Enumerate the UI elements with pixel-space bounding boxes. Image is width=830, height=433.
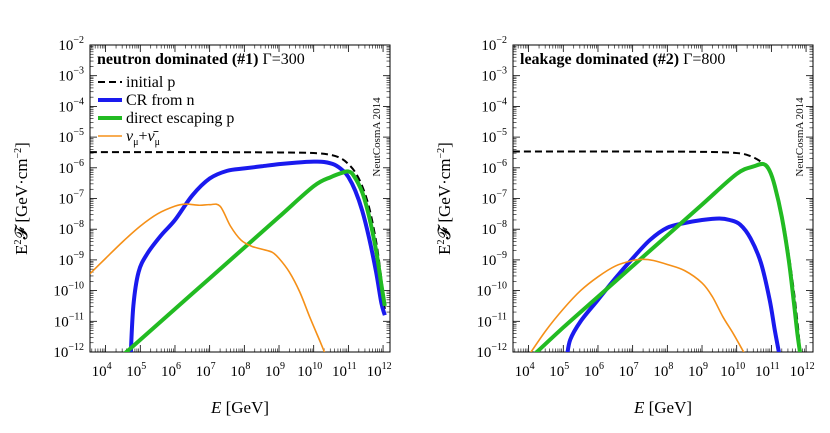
x-tick-label: 108 — [653, 361, 673, 380]
legend-label-nu-mu: νμ+ν̄μ — [126, 128, 160, 148]
panel-neutron-dominated: 104 105 106 107 108 109 1010 1011 1012 10−2 10−3 10… — [12, 35, 392, 417]
y-tick-label: 10−12 — [476, 342, 507, 361]
x-tick-label: 1012 — [790, 361, 815, 380]
x-tick-label: 109 — [688, 361, 708, 380]
x-tick-label: 1012 — [367, 361, 392, 380]
panel-leakage-dominated: 104 105 106 107 108 109 1010 1011 1012 10−2 10−3 10… — [435, 35, 815, 417]
y-tick-label: 10−4 — [481, 96, 507, 115]
series-group — [90, 151, 387, 352]
series-line-direct-escaping-p — [533, 161, 802, 352]
series-line-nu-mu — [530, 258, 745, 352]
y-tick-label: 10−2 — [481, 35, 507, 54]
x-tick-label: 105 — [126, 361, 146, 380]
watermark-text: NeutCosmA 2014 — [371, 97, 383, 177]
legend-label-initial-p: initial p — [126, 74, 175, 91]
x-axis-title: E [GeV] — [633, 398, 692, 417]
series-line-direct-escaping-p — [123, 169, 387, 352]
series-group — [513, 150, 802, 352]
y-tick-label: 10−9 — [481, 250, 507, 269]
x-tick-label: 1011 — [332, 361, 357, 380]
series-line-nu-mu — [90, 203, 326, 352]
x-tick-label: 106 — [161, 361, 181, 380]
x-tick-label: 1010 — [720, 361, 745, 380]
x-axis-title: E [GeV] — [210, 398, 269, 417]
series-line-cr-from-n — [128, 159, 387, 352]
y-axis-title: E2𝓕 [GeV·cm−2] — [435, 142, 454, 255]
y-tick-label: 10−3 — [58, 66, 84, 85]
x-tick-label: 106 — [584, 361, 604, 380]
series-line-initial-p — [90, 151, 386, 310]
y-tick-label: 10−10 — [53, 281, 84, 300]
plot-frame — [512, 44, 814, 353]
x-tick-label: 108 — [230, 361, 250, 380]
y-tick-label: 10−10 — [476, 281, 507, 300]
series-line-cr-from-n — [565, 216, 781, 352]
x-tick-label: 104 — [515, 361, 535, 380]
legend-label-direct-escaping-p: direct escaping p — [126, 110, 234, 127]
y-tick-label: 10−6 — [481, 158, 507, 177]
y-tick-label: 10−6 — [58, 158, 84, 177]
y-tick-label: 10−7 — [58, 189, 84, 208]
y-tick-label: 10−3 — [481, 66, 507, 85]
x-tick-label: 107 — [196, 361, 216, 380]
y-tick-label: 10−8 — [481, 219, 507, 238]
y-axis-title: E2𝓕 [GeV·cm−2] — [12, 142, 31, 255]
x-tick-label: 1011 — [755, 361, 780, 380]
x-tick-label: 104 — [92, 361, 112, 380]
y-tick-label: 10−9 — [58, 250, 84, 269]
legend-label-cr-from-n: CR from n — [126, 92, 194, 109]
y-tick-label: 10−12 — [53, 342, 84, 361]
y-tick-label: 10−2 — [58, 35, 84, 54]
y-tick-label: 10−11 — [477, 311, 507, 330]
y-tick-label: 10−4 — [58, 96, 84, 115]
y-tick-label: 10−5 — [481, 127, 507, 146]
y-tick-label: 10−5 — [58, 127, 84, 146]
y-tick-label: 10−11 — [54, 311, 84, 330]
panel-title: leakage dominated (#2) Γ=800 — [520, 51, 725, 68]
x-tick-label: 109 — [265, 361, 285, 380]
y-tick-label: 10−8 — [58, 219, 84, 238]
x-tick-label: 107 — [619, 361, 639, 380]
x-tick-label: 105 — [549, 361, 569, 380]
y-tick-label: 10−7 — [481, 189, 507, 208]
panel-title: neutron dominated (#1) Γ=300 — [97, 51, 305, 68]
x-tick-label: 1010 — [297, 361, 322, 380]
watermark-text: NeutCosmA 2014 — [794, 97, 806, 177]
